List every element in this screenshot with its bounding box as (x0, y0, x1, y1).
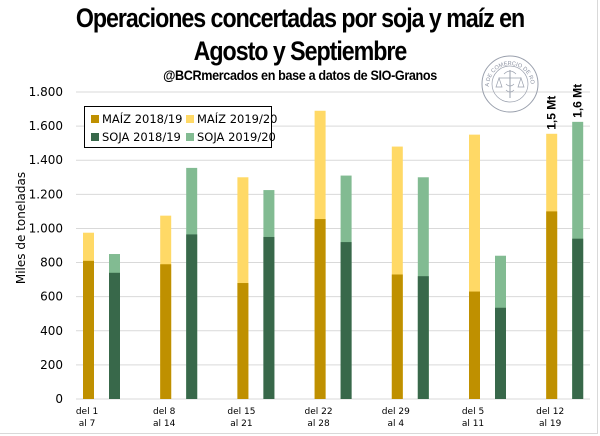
bar-ma-z-2018-19-4 (391, 274, 403, 399)
bar-ma-z-2018-19-2 (237, 283, 249, 399)
x-tick-label: al 4 (387, 419, 404, 429)
bolsa-comercio-rosario-seal-logo: BOLSA DE COMERCIO DE ROSARIO (480, 54, 539, 113)
bar-ma-z-2018-19-0 (83, 260, 94, 399)
bars (83, 110, 584, 399)
x-tick-label: del 29 (382, 407, 410, 417)
y-tick-label: 1.600 (29, 119, 63, 133)
bar-soja-2018-19-6 (572, 238, 584, 399)
bar-ma-z-2018-19-3 (314, 219, 326, 399)
legend-label: SOJA 2019/20 (197, 130, 276, 144)
legend-swatch (91, 133, 99, 141)
bar-soja-2018-19-2 (263, 236, 275, 399)
bar-ma-z-2018-19-5 (469, 291, 480, 399)
legend-item-soja-2018-19: SOJA 2018/19 (91, 130, 181, 144)
x-tick-label: del 12 (536, 407, 564, 417)
y-tick-label: 1.800 (29, 85, 63, 99)
x-tick-labels: del 1 al 7 del 8 al 14 del 15 al 21 del 22 al 2… (76, 407, 564, 429)
x-tick-label: al 14 (153, 419, 176, 429)
annotation-label: 1,5 Mt (545, 96, 559, 130)
x-tick-label: al 7 (79, 419, 96, 429)
chart-legend: MAÍZ 2018/19 MAÍZ 2019/20 SOJA 2018/19 S… (84, 106, 278, 148)
legend-item-maiz-2018-19: MAÍZ 2018/19 (91, 112, 183, 126)
legend-swatch (186, 133, 194, 141)
bar-ma-z-2018-19-6 (546, 211, 558, 399)
bar-soja-2018-19-0 (109, 272, 120, 399)
x-tick-label: del 5 (462, 407, 484, 417)
bar-soja-2018-19-5 (495, 307, 506, 399)
x-tick-label: al 28 (307, 419, 330, 429)
y-tick-label: 0 (55, 392, 63, 406)
x-tick-label: al 11 (462, 419, 484, 429)
legend-item-soja-2019-20: SOJA 2019/20 (186, 130, 276, 144)
bar-ma-z-2018-19-1 (160, 264, 172, 399)
svg-text:BOLSA DE COMERCIO DE ROSARIO: BOLSA DE COMERCIO DE ROSARIO (480, 54, 535, 87)
legend-item-maiz-2019-20: MAÍZ 2019/20 (186, 112, 278, 126)
legend-swatch (186, 115, 194, 123)
bar-soja-2018-19-3 (340, 242, 352, 399)
x-tick-label: al 21 (230, 419, 252, 429)
x-tick-label: del 15 (227, 407, 255, 417)
y-tick-label: 200 (40, 358, 63, 372)
chart-title-line-2: Agosto y Septiembre (193, 36, 408, 66)
y-tick-labels: 0 200 400 600 800 1.000 1.200 1.400 1.600 1.800 (29, 85, 63, 406)
legend-label: MAÍZ 2019/20 (197, 112, 278, 126)
chart-subtitle: @BCRmercados en base a datos de SIO-Gran… (163, 67, 437, 83)
x-tick-label: del 8 (153, 407, 176, 417)
legend-label: MAÍZ 2018/19 (102, 112, 183, 126)
chart-title-line-1: Operaciones concertadas por soja y maíz … (75, 3, 525, 33)
legend-swatch (91, 115, 99, 123)
annotation-label: 1,6 Mt (571, 84, 585, 118)
x-tick-label: del 1 (76, 407, 98, 417)
y-tick-label: 1.400 (29, 153, 63, 167)
bar-ma-z-2019-20-5 (469, 134, 480, 399)
bar-ma-z-2019-20-4 (391, 146, 403, 399)
bar-soja-2018-19-4 (417, 276, 429, 399)
legend-label: SOJA 2018/19 (102, 130, 181, 144)
annotations: 1,5 Mt 1,6 Mt (545, 84, 585, 130)
x-tick-label: al 19 (539, 419, 562, 429)
x-tick-label: del 22 (305, 407, 333, 417)
y-tick-label: 800 (40, 256, 63, 270)
y-tick-label: 400 (40, 324, 63, 338)
y-tick-label: 600 (40, 290, 63, 304)
bar-soja-2018-19-1 (186, 234, 198, 399)
seal-text: BOLSA DE COMERCIO DE ROSARIO (480, 54, 535, 87)
y-tick-label: 1.000 (29, 221, 63, 235)
y-tick-label: 1.200 (29, 187, 63, 201)
